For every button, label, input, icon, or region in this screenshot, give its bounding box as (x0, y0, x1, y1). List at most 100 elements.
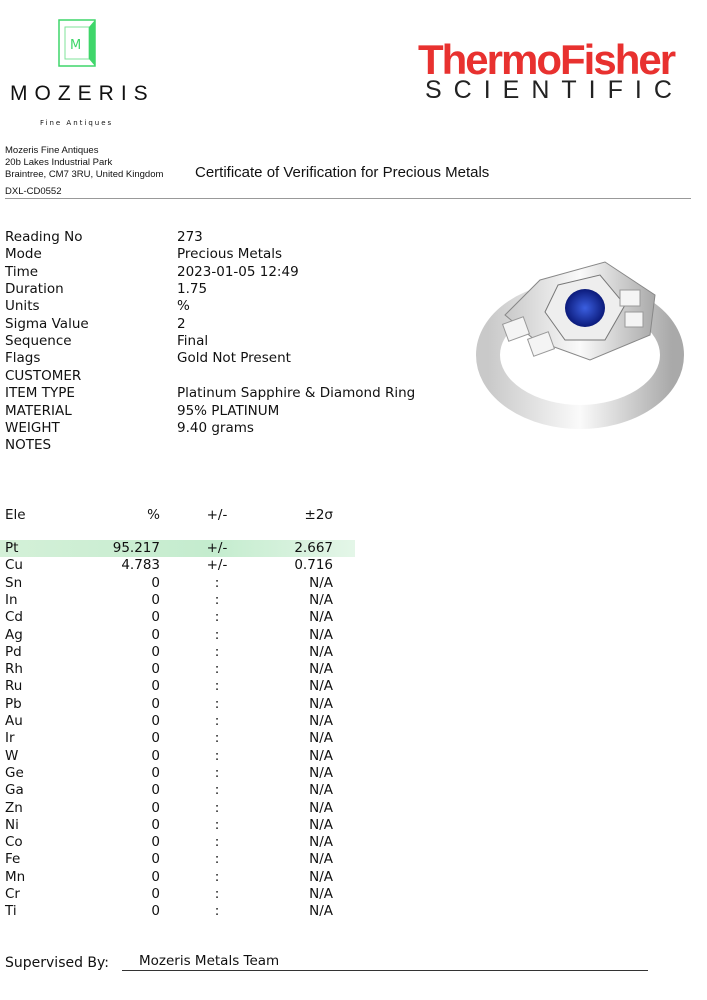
cell: Mn (5, 868, 26, 885)
header-divider (5, 198, 691, 199)
cell: N/A (309, 782, 333, 799)
company-address: Mozeris Fine Antiques 20b Lakes Industri… (5, 145, 163, 181)
info-label: CUSTOMER (5, 367, 82, 384)
cell: Ru (5, 678, 23, 695)
cell: 95.217 (112, 540, 160, 556)
table-header: Ele% +/- ±2σ (0, 507, 355, 524)
cell: +/- (206, 507, 228, 523)
cell: N/A (309, 816, 333, 833)
table-row: Ga 0: N/A (0, 782, 355, 799)
table-row: Co 0: N/A (0, 834, 355, 851)
cell: : (214, 643, 220, 660)
cell: Pd (5, 643, 22, 660)
address-line: Mozeris Fine Antiques (5, 145, 99, 156)
cell: 0 (151, 886, 160, 902)
cell: : (214, 713, 220, 729)
cell: N/A (309, 868, 333, 885)
cell: : (214, 886, 220, 902)
cell: 0 (151, 816, 160, 833)
cell: N/A (309, 799, 333, 816)
cell: 0 (151, 574, 160, 591)
table-row: Pd 0: N/A (0, 644, 355, 661)
info-label: Mode (5, 246, 42, 263)
supervised-by-label: Supervised By: (5, 955, 110, 971)
table-row: Ge 0: N/A (0, 765, 355, 782)
svg-text:M: M (70, 38, 81, 53)
cell: N/A (309, 713, 333, 729)
cell: N/A (309, 574, 333, 591)
table-row: In 0: N/A (0, 592, 355, 609)
table-row: Ag 0: N/A (0, 627, 355, 644)
cell: 0 (151, 713, 160, 729)
cell: 4.783 (121, 557, 160, 574)
cell: Sn (5, 574, 23, 591)
info-label: MATERIAL (5, 402, 72, 419)
cell: 0 (151, 661, 160, 678)
cell: Au (5, 713, 23, 729)
table-row: Pb 0: N/A (0, 696, 355, 713)
cell: N/A (309, 730, 333, 747)
info-value: 95% PLATINUM (177, 402, 280, 419)
cell: : (214, 799, 220, 816)
cell: 0 (151, 695, 160, 712)
cell: N/A (309, 609, 333, 626)
cell: 0 (151, 903, 160, 920)
cell: Ti (5, 903, 17, 920)
cell: N/A (309, 834, 333, 851)
supervised-by-value: Mozeris Metals Team (139, 953, 280, 969)
info-label: Time (5, 263, 39, 280)
cell: : (214, 747, 220, 764)
cell: : (214, 695, 220, 712)
cell: In (5, 591, 18, 608)
thermofisher-logo-text: ThermoFisher (418, 36, 676, 83)
cell: 0 (151, 782, 160, 799)
cell: 0 (151, 868, 160, 885)
table-row: Ni 0: N/A (0, 817, 355, 834)
address-line: 20b Lakes Industrial Park (5, 157, 113, 168)
cell: 0 (151, 591, 160, 608)
table-row: Au 0: N/A (0, 713, 355, 730)
cell: N/A (309, 661, 333, 678)
table-row: Zn 0: N/A (0, 800, 355, 817)
cell: Cd (5, 609, 23, 626)
signature-line (122, 970, 648, 971)
mozeris-logo-text: MOZERIS (10, 82, 155, 105)
cell: : (214, 661, 220, 678)
table-row: W 0: N/A (0, 748, 355, 765)
cell: ±2σ (304, 507, 333, 523)
cell: : (214, 764, 220, 781)
cell: N/A (309, 678, 333, 695)
info-value: Gold Not Present (177, 350, 291, 367)
cell: 2.667 (294, 540, 333, 556)
cell: +/- (206, 557, 228, 574)
table-row: Ir 0: N/A (0, 730, 355, 747)
cell: : (214, 816, 220, 833)
cell: Rh (5, 661, 23, 678)
cell: N/A (309, 695, 333, 712)
cell: Ir (5, 730, 15, 747)
cell: N/A (309, 626, 333, 643)
cell: N/A (309, 903, 333, 920)
address-line: Braintree, CM7 3RU, United Kingdom (5, 169, 164, 180)
cell: 0 (151, 834, 160, 851)
info-label: WEIGHT (5, 419, 60, 436)
table-row: Cu 4.783 +/- 0.716 (0, 557, 355, 574)
cell: +/- (206, 540, 228, 556)
cell: Zn (5, 799, 23, 816)
cell: Pb (5, 695, 22, 712)
table-row: Pt 95.217 +/- 2.667 (0, 540, 355, 557)
info-label: Sigma Value (5, 315, 89, 332)
mozeris-tagline: Fine Antiques (40, 119, 114, 127)
cell: 0 (151, 747, 160, 764)
cell: Pt (5, 540, 19, 556)
info-value: Precious Metals (177, 246, 283, 263)
info-label: ITEM TYPE (5, 385, 75, 402)
cell: Cu (5, 557, 23, 574)
cell: 0 (151, 643, 160, 660)
mozeris-emerald-logo-icon: M (58, 19, 96, 67)
table-row: Mn 0: N/A (0, 869, 355, 886)
cell: : (214, 609, 220, 626)
cell: W (5, 747, 19, 764)
cell: N/A (309, 851, 333, 868)
